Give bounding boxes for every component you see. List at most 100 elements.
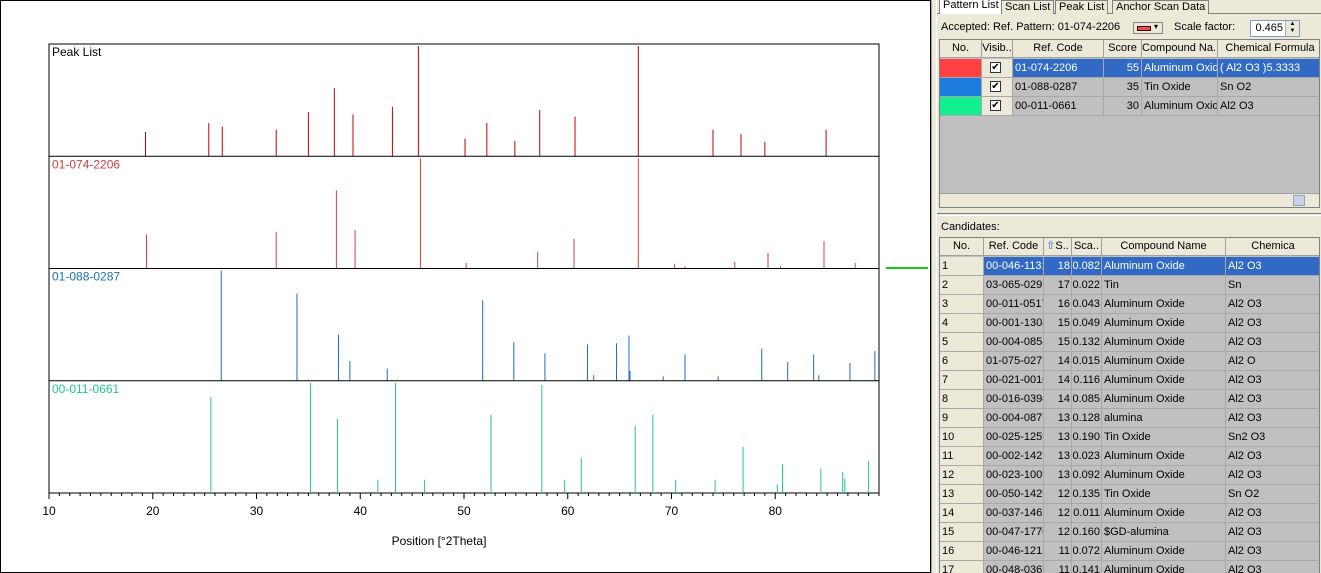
column-header[interactable]: Ref. Code [1013,40,1104,58]
score-cell[interactable]: 15 [1044,314,1072,333]
candidate-number[interactable]: 7 [940,371,984,390]
column-header[interactable]: Chemica [1226,238,1319,256]
formula-cell[interactable]: Al2 O3 [1226,409,1319,428]
scale-cell[interactable]: 0.128 [1072,409,1102,428]
formula-cell[interactable]: Al2 O3 [1226,390,1319,409]
compound-name-cell[interactable]: Aluminum Oxide [1102,447,1226,466]
ref-code-cell[interactable]: 00-004-0858 [984,333,1044,352]
candidate-number[interactable]: 2 [940,276,984,295]
scale-cell[interactable]: 0.043 [1072,295,1102,314]
ref-code-cell[interactable]: 01-088-0287 [1013,78,1104,97]
candidate-number[interactable]: 8 [940,390,984,409]
compound-name-cell[interactable]: Aluminum Oxide [1102,352,1226,371]
visibility-cell[interactable]: ✔ [982,59,1013,78]
pattern-row-number[interactable] [940,97,982,116]
visibility-cell[interactable]: ✔ [982,78,1013,97]
formula-cell[interactable]: Al2 O3 [1226,295,1319,314]
column-header[interactable]: Ref. Code [984,238,1044,256]
formula-cell[interactable]: Sn O2 [1226,485,1319,504]
compound-name-cell[interactable]: Aluminum Oxide [1102,295,1226,314]
column-header[interactable]: No. [940,40,982,58]
stacked-peak-chart[interactable]: Peak List 01-074-2206 01-088-0287 00-011-06… [1,1,930,572]
score-cell[interactable]: 12 [1044,485,1072,504]
scale-cell[interactable]: 0.085 [1072,390,1102,409]
scale-cell[interactable]: 0.023 [1072,447,1102,466]
ref-code-cell[interactable]: 00-021-0010 [984,371,1044,390]
score-cell[interactable]: 15 [1044,333,1072,352]
score-cell[interactable]: 17 [1044,276,1072,295]
formula-cell[interactable]: Al2 O3 [1226,371,1319,390]
down-arrow-icon[interactable]: ▼ [1289,28,1296,34]
visibility-checkbox[interactable]: ✔ [990,100,1001,111]
scale-cell[interactable]: 0.082 [1072,257,1102,276]
ref-code-cell[interactable]: 01-075-0277 [984,352,1044,371]
candidate-number[interactable]: 4 [940,314,984,333]
tab-peak-list[interactable]: Peak List [1055,0,1109,14]
ref-code-cell[interactable]: 03-065-0297 [984,276,1044,295]
candidate-number[interactable]: 3 [940,295,984,314]
score-cell[interactable]: 35 [1104,78,1142,97]
scale-cell[interactable]: 0.141 [1072,561,1102,573]
compound-name-cell[interactable]: Tin Oxide [1102,428,1226,447]
formula-cell[interactable]: ( Al2 O3 )5.3333 [1218,59,1319,78]
score-cell[interactable]: 13 [1044,428,1072,447]
formula-cell[interactable]: Sn2 O3 [1226,428,1319,447]
formula-cell[interactable]: Al2 O3 [1226,314,1319,333]
score-cell[interactable]: 30 [1104,97,1142,116]
formula-cell[interactable]: Al2 O3 [1226,333,1319,352]
ref-code-cell[interactable]: 00-002-1421 [984,447,1044,466]
candidate-number[interactable]: 9 [940,409,984,428]
formula-cell[interactable]: Al2 O3 [1218,97,1319,116]
candidate-number[interactable]: 1 [940,257,984,276]
score-cell[interactable]: 12 [1044,504,1072,523]
formula-cell[interactable]: Sn O2 [1218,78,1319,97]
ref-code-cell[interactable]: 00-001-1304 [984,314,1044,333]
candidate-number[interactable]: 12 [940,466,984,485]
score-cell[interactable]: 11 [1044,561,1072,573]
score-cell[interactable]: 13 [1044,466,1072,485]
column-header[interactable]: Chemical Formula [1218,40,1319,58]
compound-name-cell[interactable]: Tin Oxide [1102,485,1226,504]
compound-name-cell[interactable]: Aluminum Oxide [1102,466,1226,485]
horizontal-scrollbar[interactable] [940,193,1319,207]
scale-cell[interactable]: 0.049 [1072,314,1102,333]
compound-name-cell[interactable]: Aluminum Oxide [1102,542,1226,561]
spinner-buttons[interactable]: ▲ ▼ [1285,21,1299,36]
score-cell[interactable]: 13 [1044,409,1072,428]
ref-code-cell[interactable]: 00-048-0367 [984,561,1044,573]
column-header[interactable]: Compound Na... [1142,40,1218,58]
scale-cell[interactable]: 0.072 [1072,542,1102,561]
score-cell[interactable]: 12 [1044,523,1072,542]
score-cell[interactable]: 14 [1044,390,1072,409]
compound-name-cell[interactable]: Tin [1102,276,1226,295]
tab-scan-list[interactable]: Scan List [1001,0,1055,14]
compound-name-cell[interactable]: Aluminum Oxide [1102,257,1226,276]
scale-cell[interactable]: 0.092 [1072,466,1102,485]
panel-splitter[interactable] [931,0,937,573]
ref-code-cell[interactable]: 01-074-2206 [1013,59,1104,78]
ref-code-cell[interactable]: 00-011-0661 [1013,97,1104,116]
scale-cell[interactable]: 0.132 [1072,333,1102,352]
formula-cell[interactable]: Al2 O3 [1226,447,1319,466]
pattern-row-number[interactable] [940,78,982,97]
score-cell[interactable]: 14 [1044,371,1072,390]
compound-name-cell[interactable]: Aluminum Oxide [1142,97,1218,116]
ref-code-cell[interactable]: 00-004-0877 [984,409,1044,428]
column-header[interactable]: Compound Name [1102,238,1226,256]
column-header[interactable]: Score [1104,40,1142,58]
ref-code-cell[interactable]: 00-046-1215 [984,542,1044,561]
candidate-number[interactable]: 10 [940,428,984,447]
candidate-number[interactable]: 13 [940,485,984,504]
compound-name-cell[interactable]: Aluminum Oxide [1102,561,1226,573]
formula-cell[interactable]: Al2 O3 [1226,257,1319,276]
compound-name-cell[interactable]: Aluminum Oxide [1102,371,1226,390]
candidate-number[interactable]: 16 [940,542,984,561]
ref-code-cell[interactable]: 00-047-1770 [984,523,1044,542]
score-cell[interactable]: 11 [1044,542,1072,561]
ref-code-cell[interactable]: 00-037-1462 [984,504,1044,523]
ref-code-cell[interactable]: 00-050-1429 [984,485,1044,504]
pattern-row-number[interactable] [940,59,982,78]
score-cell[interactable]: 18 [1044,257,1072,276]
compound-name-cell[interactable]: alumina [1102,409,1226,428]
column-header[interactable]: ⇧S.. [1044,238,1072,256]
